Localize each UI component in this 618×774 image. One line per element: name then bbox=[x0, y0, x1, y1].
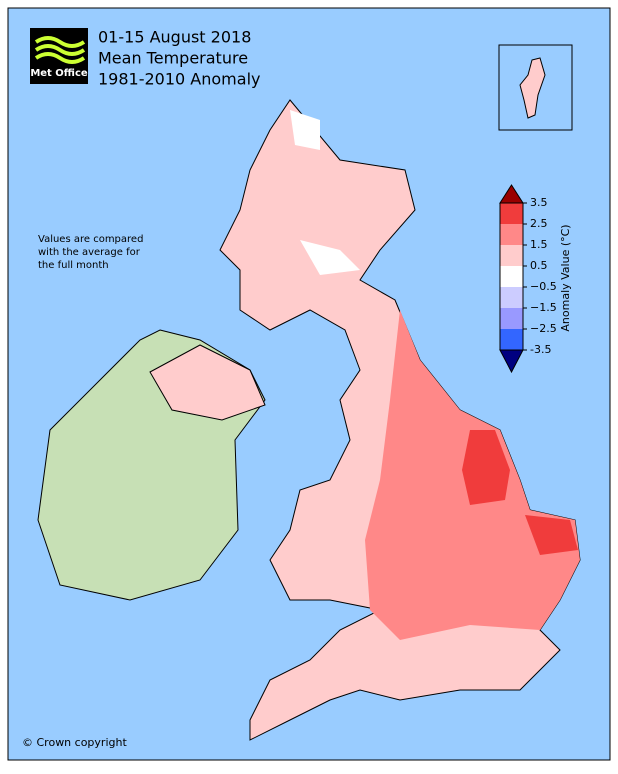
colorbar-label: Anomaly Value (°C) bbox=[559, 224, 572, 331]
title-line: 1981-2010 Anomaly bbox=[98, 70, 260, 89]
note-line: Values are compared bbox=[38, 234, 143, 245]
colorbar-segment bbox=[500, 224, 523, 245]
note-line: with the average for bbox=[38, 247, 141, 258]
title-line: Mean Temperature bbox=[98, 49, 248, 68]
note-line: the full month bbox=[38, 260, 109, 271]
colorbar-tick-label: −1.5 bbox=[530, 301, 557, 314]
colorbar-tick-label: −0.5 bbox=[530, 280, 557, 293]
colorbar-tick-label: 2.5 bbox=[530, 217, 548, 230]
logo-waves bbox=[34, 36, 86, 64]
logo-text: Met Office bbox=[30, 68, 88, 79]
colorbar-segment bbox=[500, 203, 523, 224]
colorbar-tick-label: 1.5 bbox=[530, 238, 548, 251]
colorbar-tick-label: 3.5 bbox=[530, 196, 548, 209]
colorbar-tick-label: -3.5 bbox=[530, 343, 551, 356]
hot-region bbox=[462, 430, 578, 555]
colorbar-segment bbox=[500, 266, 523, 287]
colorbar-segment bbox=[500, 329, 523, 350]
colorbar-segment bbox=[500, 308, 523, 329]
colorbar-segment bbox=[500, 287, 523, 308]
inset-frame bbox=[498, 44, 573, 131]
colorbar-tick-label: 0.5 bbox=[530, 259, 548, 272]
northern-ireland bbox=[149, 344, 266, 421]
copyright: © Crown copyright bbox=[22, 736, 127, 749]
cool-region bbox=[290, 110, 360, 275]
title-line: 01-15 August 2018 bbox=[98, 28, 251, 47]
shetland bbox=[519, 57, 546, 119]
colorbar-tick-label: −2.5 bbox=[530, 322, 557, 335]
colorbar: -3.5 −2.5 −1.5 −0.5 0.5 1.5 2.5 3.5 bbox=[499, 184, 557, 374]
colorbar-segment bbox=[500, 245, 523, 266]
colorbar-frame bbox=[499, 202, 524, 351]
